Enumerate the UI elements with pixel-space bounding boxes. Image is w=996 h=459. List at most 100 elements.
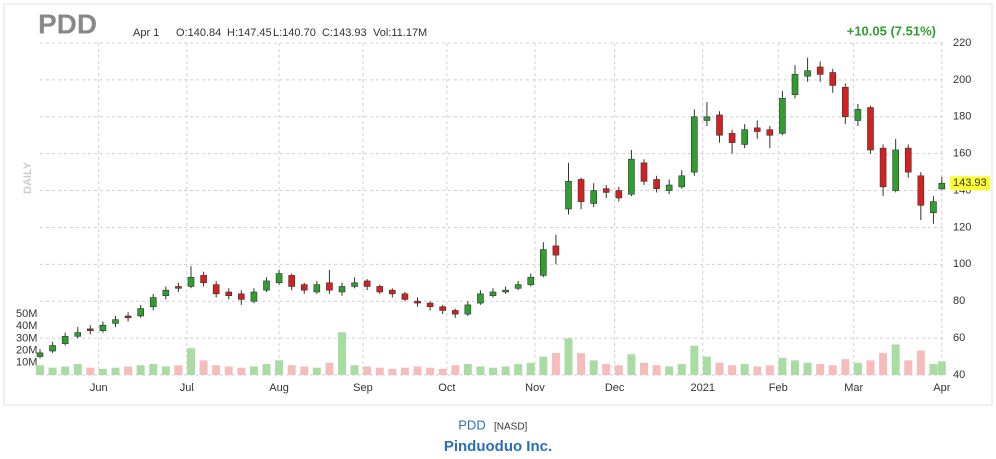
volume-bar — [187, 348, 195, 375]
volume-bar — [803, 362, 812, 375]
volume-bar — [438, 368, 447, 375]
volume-bar — [740, 364, 749, 375]
volume-bar — [891, 344, 900, 375]
candle-body — [87, 328, 94, 332]
volume-tick-label: 30M — [16, 332, 37, 344]
volume-bar — [778, 357, 787, 375]
volume-bar — [853, 362, 862, 375]
volume-bar — [501, 366, 510, 375]
volume-bar — [879, 353, 888, 375]
volume-bar — [48, 367, 57, 375]
volume-tick-label: 40M — [16, 320, 37, 332]
volume-bar — [677, 364, 686, 375]
x-tick-label: Aug — [269, 382, 289, 394]
volume-bar — [816, 364, 825, 375]
y-tick-label: 60 — [953, 332, 965, 344]
volume-bar — [489, 367, 497, 375]
exchange: [NASD] — [494, 422, 528, 433]
volume-bar — [702, 356, 711, 375]
candle-body — [326, 282, 333, 291]
volume-bar — [791, 360, 799, 375]
candle-body — [590, 190, 597, 204]
candle-body — [816, 66, 824, 75]
candle-body — [728, 133, 736, 143]
volume-bar — [237, 367, 246, 375]
volume-bar — [715, 362, 724, 375]
volume-bar — [388, 368, 397, 375]
y-tick-label: 80 — [953, 295, 965, 307]
candle-body — [451, 310, 459, 315]
x-tick-label: Sep — [353, 382, 373, 394]
volume-bar — [86, 367, 95, 375]
x-tick-label: Oct — [438, 382, 455, 394]
volume-bar — [61, 366, 70, 375]
candle-body — [477, 293, 484, 304]
candle-body — [879, 147, 887, 188]
volume-bar — [400, 367, 409, 375]
volume-bar — [514, 364, 523, 375]
candle-body — [36, 352, 44, 357]
price-tag-label: 143.93 — [953, 177, 987, 189]
change: +10.05 (7.51%) — [847, 23, 936, 38]
candle-body — [527, 276, 535, 285]
candle-body — [691, 116, 698, 173]
volume-bar — [640, 362, 648, 375]
candle-body — [401, 293, 409, 300]
volume-bar — [124, 366, 133, 375]
x-tick-label: Nov — [525, 382, 545, 394]
candle-body — [414, 300, 421, 304]
volume-bar — [161, 366, 170, 375]
company: Pinduoduo Inc. — [444, 438, 552, 455]
y-tick-label: 180 — [953, 111, 971, 123]
candle-body — [162, 289, 170, 296]
candle-body — [275, 273, 283, 284]
candle-body — [489, 291, 497, 296]
volume-bar — [375, 367, 384, 375]
candle-body — [338, 286, 346, 293]
candle-body — [187, 276, 195, 287]
candle-body — [514, 284, 522, 289]
candle-body — [49, 345, 56, 352]
candle-body — [779, 98, 786, 134]
volume-bar — [476, 366, 485, 375]
volume-bar — [526, 362, 535, 375]
volume-tick-label: 10M — [16, 357, 37, 369]
candle-body — [766, 129, 774, 136]
y-axis-label: DAILY — [22, 161, 34, 194]
volume-bar — [929, 364, 938, 375]
candle-body — [930, 201, 937, 213]
volume-bar — [937, 361, 946, 375]
candle-body — [892, 149, 899, 191]
candle-body — [426, 302, 434, 308]
candle-body — [665, 184, 673, 191]
volume-bar — [426, 367, 435, 375]
volume-bar — [300, 366, 309, 375]
volume-bar — [325, 362, 334, 375]
candle-body — [917, 175, 925, 206]
volume-bar — [765, 365, 774, 375]
candle-body — [678, 175, 686, 188]
candle-body — [904, 147, 912, 173]
candle-body — [540, 249, 547, 276]
candle-body — [250, 291, 258, 302]
volume-bar — [174, 365, 183, 375]
volume-bar — [665, 366, 674, 375]
volume-bar — [199, 360, 208, 375]
candle-body — [464, 304, 472, 315]
candle-body — [99, 324, 107, 332]
volume-bar — [564, 338, 573, 375]
volume: Vol:11.17M — [373, 27, 427, 39]
footer-symbol: PDD — [458, 417, 485, 432]
candle-body — [313, 284, 321, 293]
candle-body — [703, 116, 711, 121]
volume-bar — [73, 364, 82, 375]
volume-bar — [36, 365, 44, 375]
volume-bar — [111, 367, 120, 375]
candle-body — [74, 332, 82, 337]
y-tick-label: 200 — [953, 74, 971, 86]
y-tick-label: 40 — [953, 369, 965, 381]
volume-bar — [451, 365, 460, 375]
candle-body — [363, 280, 371, 287]
